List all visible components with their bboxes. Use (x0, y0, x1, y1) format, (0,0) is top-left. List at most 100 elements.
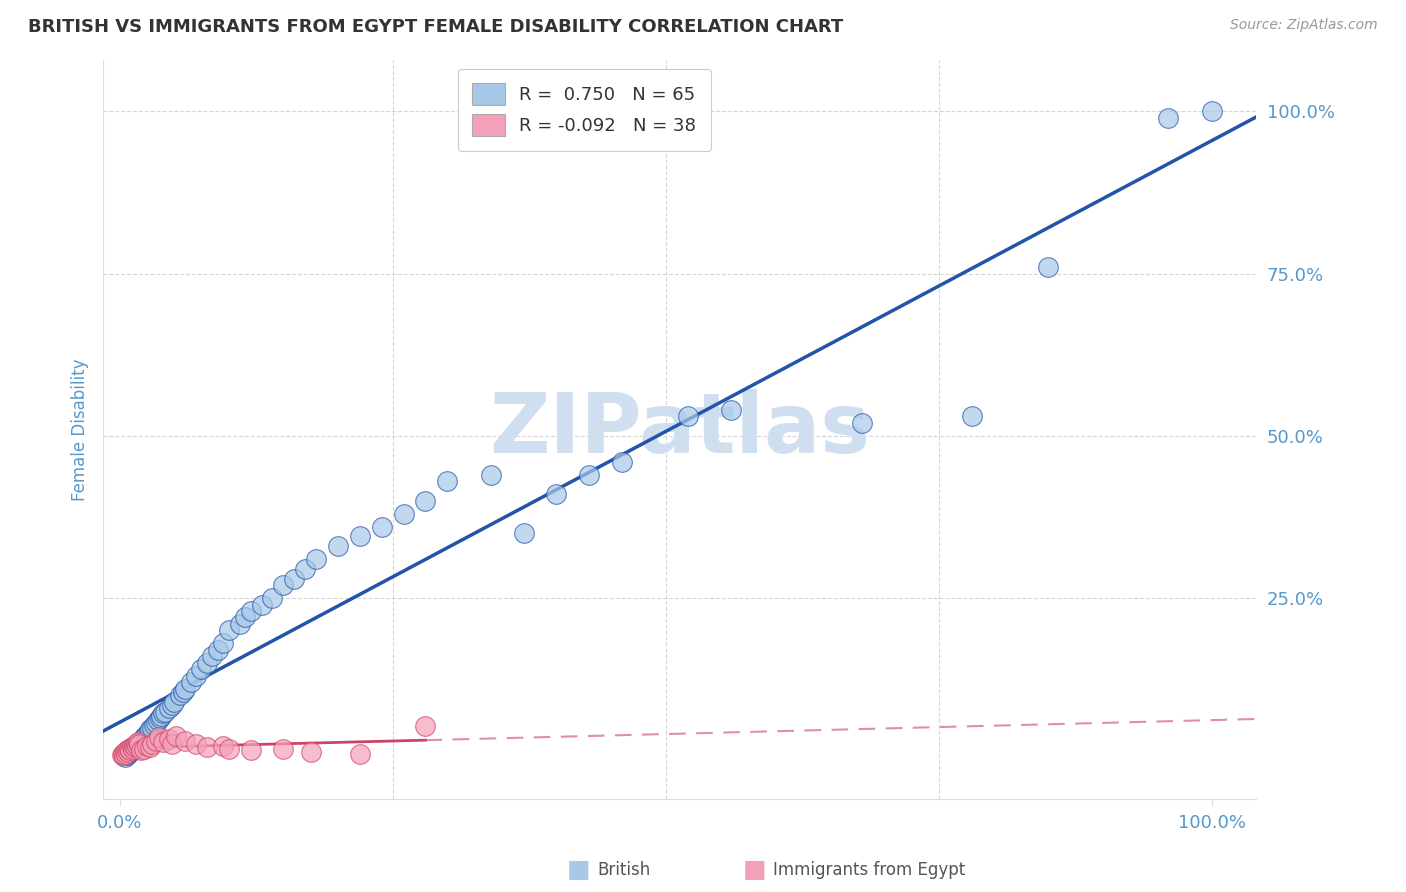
Point (138, 724, 160, 739)
Point (370, 519, 392, 533)
Point (148, 731, 170, 745)
Text: ■: ■ (567, 858, 591, 881)
Point (149, 711, 172, 725)
Text: British: British (598, 861, 651, 879)
Point (134, 729, 156, 743)
Point (111, 747, 134, 761)
Point (131, 743, 153, 757)
Point (610, 455, 633, 469)
Point (124, 740, 146, 755)
Point (115, 743, 138, 757)
Point (299, 746, 322, 760)
Point (120, 743, 142, 757)
Point (122, 741, 145, 756)
Point (112, 747, 135, 762)
Point (128, 735, 150, 749)
Point (250, 598, 273, 612)
Point (349, 747, 371, 761)
Point (111, 747, 134, 762)
Point (851, 416, 873, 430)
Point (239, 743, 262, 757)
Point (141, 737, 163, 751)
Point (283, 572, 305, 586)
Text: Immigrants from Egypt: Immigrants from Egypt (773, 861, 966, 879)
Point (125, 739, 148, 753)
Point (169, 689, 191, 703)
Point (233, 610, 256, 624)
Point (118, 741, 141, 756)
Point (150, 709, 173, 723)
Point (125, 739, 148, 753)
Point (720, 403, 742, 417)
Point (145, 715, 167, 730)
Point (139, 722, 162, 736)
Point (121, 740, 143, 755)
Point (121, 743, 143, 757)
Point (1036, 260, 1059, 275)
Point (1201, 104, 1223, 119)
Point (127, 737, 149, 751)
Point (145, 733, 167, 747)
Point (174, 681, 197, 696)
Text: BRITISH VS IMMIGRANTS FROM EGYPT FEMALE DISABILITY CORRELATION CHART: BRITISH VS IMMIGRANTS FROM EGYPT FEMALE … (28, 18, 844, 36)
Point (160, 698, 183, 712)
Point (218, 624, 240, 638)
Point (132, 731, 155, 745)
Point (131, 733, 153, 747)
Point (157, 732, 180, 747)
Point (436, 475, 458, 489)
Text: ■: ■ (742, 858, 766, 881)
Point (127, 735, 149, 749)
Point (349, 529, 371, 543)
Point (239, 604, 262, 618)
Point (305, 552, 328, 566)
Point (128, 737, 150, 751)
Point (273, 741, 295, 756)
Point (415, 719, 437, 733)
Point (122, 739, 145, 753)
Point (146, 713, 169, 727)
Point (160, 737, 183, 751)
Point (120, 746, 142, 760)
Point (415, 493, 437, 508)
Point (143, 717, 166, 731)
Point (163, 695, 186, 709)
Point (207, 643, 229, 657)
Point (546, 487, 568, 501)
Point (201, 649, 224, 664)
Point (218, 741, 240, 756)
Point (1157, 111, 1180, 125)
Y-axis label: Female Disability: Female Disability (72, 358, 89, 500)
Point (392, 507, 415, 521)
Point (212, 739, 235, 753)
Point (212, 636, 235, 650)
Point (135, 727, 157, 741)
Point (195, 656, 218, 670)
Point (135, 739, 157, 753)
Point (121, 741, 143, 756)
Point (157, 701, 180, 715)
Point (676, 409, 699, 424)
Point (125, 740, 148, 755)
Point (195, 740, 218, 755)
Point (228, 617, 250, 632)
Text: Source: ZipAtlas.com: Source: ZipAtlas.com (1230, 18, 1378, 32)
Point (114, 750, 136, 764)
Point (184, 737, 207, 751)
Point (141, 721, 163, 735)
Point (152, 735, 174, 749)
Point (262, 591, 284, 605)
Point (294, 562, 316, 576)
Point (960, 409, 983, 424)
Point (152, 706, 174, 721)
Point (180, 675, 202, 690)
Point (114, 746, 136, 760)
Point (132, 741, 155, 756)
Point (117, 747, 139, 761)
Point (165, 729, 187, 743)
Point (512, 526, 534, 541)
Point (125, 737, 148, 751)
Point (155, 705, 177, 719)
Point (479, 467, 502, 482)
Point (184, 669, 207, 683)
